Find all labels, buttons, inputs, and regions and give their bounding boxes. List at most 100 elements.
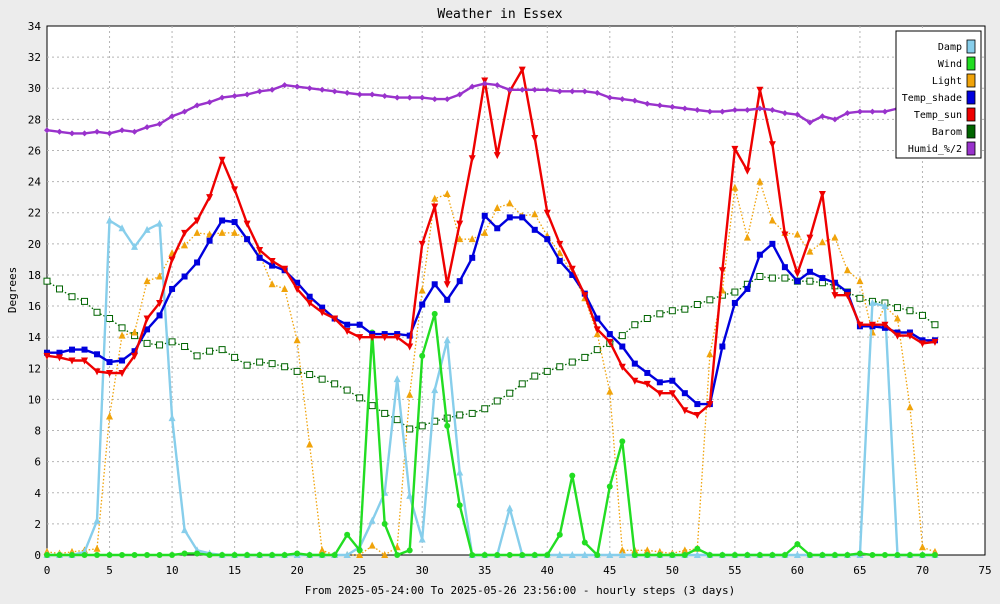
x-tick-label: 15: [228, 564, 241, 577]
temp-shade-point: [644, 369, 651, 376]
damp-point: [406, 491, 414, 499]
temp-sun-point: [806, 234, 814, 242]
temp-sun-point: [468, 155, 476, 163]
x-tick-label: 25: [353, 564, 366, 577]
legend-swatch-light: [966, 73, 976, 88]
barom-point: [406, 425, 414, 433]
wind-point: [319, 552, 326, 558]
light-point: [443, 190, 451, 198]
barom-point: [506, 389, 514, 397]
humid-2-point: [281, 82, 288, 89]
y-tick-label: 4: [34, 487, 41, 500]
temp-shade-point: [94, 351, 101, 358]
barom-point: [143, 339, 151, 347]
temp-sun-point: [343, 327, 351, 335]
barom-point: [856, 294, 864, 302]
temp-sun-point: [818, 191, 826, 199]
y-tick-label: 18: [28, 269, 41, 282]
x-tick-label: 55: [728, 564, 741, 577]
temp-shade-point: [256, 254, 263, 261]
barom-point: [618, 332, 626, 340]
wind-point: [856, 550, 863, 557]
humid-2-point: [481, 80, 488, 87]
barom-point: [118, 324, 126, 332]
damp-point: [881, 302, 889, 310]
temp-shade-point: [369, 331, 376, 338]
temp-shade-point: [594, 315, 601, 322]
wind-point: [394, 552, 401, 558]
wind-point: [581, 539, 588, 546]
wind-point: [569, 472, 576, 479]
barom-point: [531, 372, 539, 380]
humid-2-point: [569, 88, 576, 95]
barom-point: [556, 363, 564, 371]
barom-point: [768, 274, 776, 282]
wind-point: [494, 552, 501, 558]
light-point: [856, 277, 864, 285]
wind-point: [431, 310, 438, 317]
humid-2-point: [669, 103, 676, 110]
humid-2-point: [556, 88, 563, 95]
temp-shade-point: [319, 304, 326, 311]
temp-shade-point: [219, 217, 226, 224]
humid-2-point: [69, 130, 76, 137]
temp-shade-point: [344, 321, 351, 328]
light-point: [793, 230, 801, 238]
temp-sun-point: [731, 145, 739, 153]
legend-label-barom: Barom: [932, 127, 962, 138]
series-wind: [44, 310, 938, 558]
temp-shade-point: [56, 349, 63, 356]
humid-2-point: [169, 113, 176, 120]
temp-sun-point: [693, 411, 701, 419]
humid-2-point: [381, 93, 388, 100]
temp-sun-point: [518, 66, 526, 74]
barom-point: [418, 422, 426, 430]
wind-point: [131, 552, 138, 558]
light-point: [743, 233, 751, 241]
light-point: [556, 249, 564, 257]
barom-point: [181, 343, 189, 351]
wind-point: [456, 502, 463, 509]
humid-2-point: [306, 85, 313, 92]
humid-2-point: [131, 128, 138, 135]
humid-2-point: [44, 127, 50, 134]
humid-2-point: [531, 86, 538, 93]
humid-2-point: [706, 108, 713, 115]
legend: Damp Wind Light Temp_shade Temp_sun Barom Humi…: [895, 30, 982, 159]
humid-2-point: [231, 93, 238, 100]
temp-sun-point: [318, 309, 326, 317]
humid-2-point: [819, 113, 826, 120]
legend-swatch-temp-sun: [966, 107, 976, 122]
barom-point: [356, 394, 364, 402]
wind-point: [744, 552, 751, 558]
temp-shade-point: [481, 212, 488, 219]
temp-sun-point: [418, 240, 426, 248]
wind-point: [181, 550, 188, 557]
temp-sun-point: [768, 141, 776, 149]
wind-point: [594, 552, 601, 558]
light-point: [231, 228, 239, 236]
wind-point: [644, 552, 651, 558]
y-tick-label: 20: [28, 238, 41, 251]
x-tick-label: 30: [416, 564, 429, 577]
temp-sun-point: [43, 352, 51, 360]
temp-sun-point: [431, 203, 439, 211]
barom-point: [681, 305, 689, 313]
wind-point: [719, 552, 726, 558]
light-point: [456, 235, 464, 243]
damp-point: [106, 216, 114, 224]
barom-point: [243, 361, 251, 369]
humid-2-point: [781, 110, 788, 117]
y-tick-label: 16: [28, 300, 41, 313]
humid-2-point: [269, 86, 276, 93]
temp-sun-point: [568, 265, 576, 273]
barom-point: [281, 363, 289, 371]
temp-sun-point: [756, 86, 764, 94]
y-tick-label: 22: [28, 207, 41, 220]
barom-point: [306, 371, 314, 379]
barom-point: [518, 380, 526, 388]
temp-sun-point: [581, 292, 589, 300]
temp-sun-point: [193, 217, 201, 225]
light-point: [806, 247, 814, 255]
